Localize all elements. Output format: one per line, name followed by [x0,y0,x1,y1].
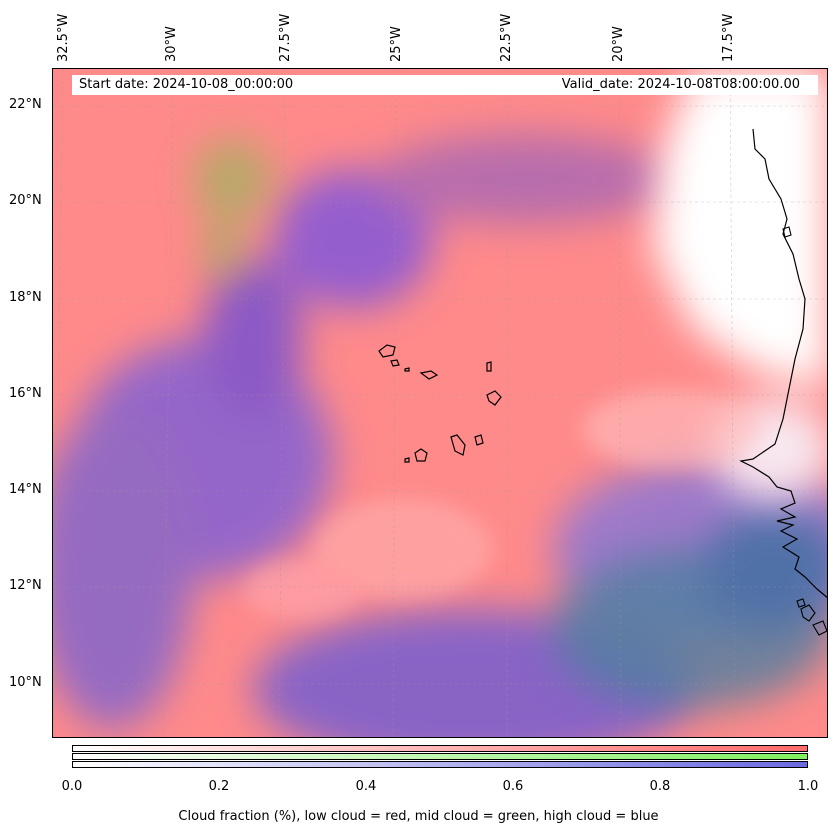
lat-tick-label: 10°N [9,675,42,690]
lat-tick-label: 12°N [9,578,42,593]
lat-tick-label: 18°N [9,290,42,305]
cloud-texture [243,389,763,619]
coastal-islands [782,226,827,636]
colorbar-low-cloud [72,745,808,752]
colorbar-caption: Cloud fraction (%), low cloud = red, mid… [178,809,659,824]
colorbar-tick-label: 0.0 [61,779,83,794]
africa-coastline [739,128,827,599]
colorbar-tick-label: 0.8 [649,779,671,794]
valid-date-label: Valid_date: 2024-10-08T08:00:00.00 [561,77,800,92]
lat-tick-label: 16°N [9,386,42,401]
date-info-box: Start date: 2024-10-08_00:00:00 Valid_da… [72,75,818,95]
lon-tick-label: 17.5°W [721,13,736,62]
start-date-label: Start date: 2024-10-08_00:00:00 [79,77,294,92]
lon-tick-label: 30°W [164,26,179,62]
colorbar [72,745,808,769]
colorbar-high-cloud [72,761,808,768]
cloud-fraction-map [52,68,828,738]
graticule [53,69,827,737]
colorbar-tick-label: 0.6 [502,779,524,794]
lon-tick-label: 32.5°W [56,13,71,62]
colorbar-tick-label: 0.2 [208,779,230,794]
lat-tick-label: 22°N [9,97,42,112]
colorbar-mid-cloud [72,753,808,760]
map-graphic [53,69,827,737]
colorbar-tick-label: 0.4 [355,779,377,794]
lon-tick-label: 25°W [389,26,404,62]
lat-tick-label: 20°N [9,193,42,208]
lon-tick-label: 27.5°W [278,13,293,62]
lon-tick-label: 22.5°W [499,13,514,62]
colorbar-tick-label: 1.0 [797,779,819,794]
cape-verde-islands [378,344,502,463]
lat-tick-label: 14°N [9,482,42,497]
lon-tick-label: 20°W [611,26,626,62]
